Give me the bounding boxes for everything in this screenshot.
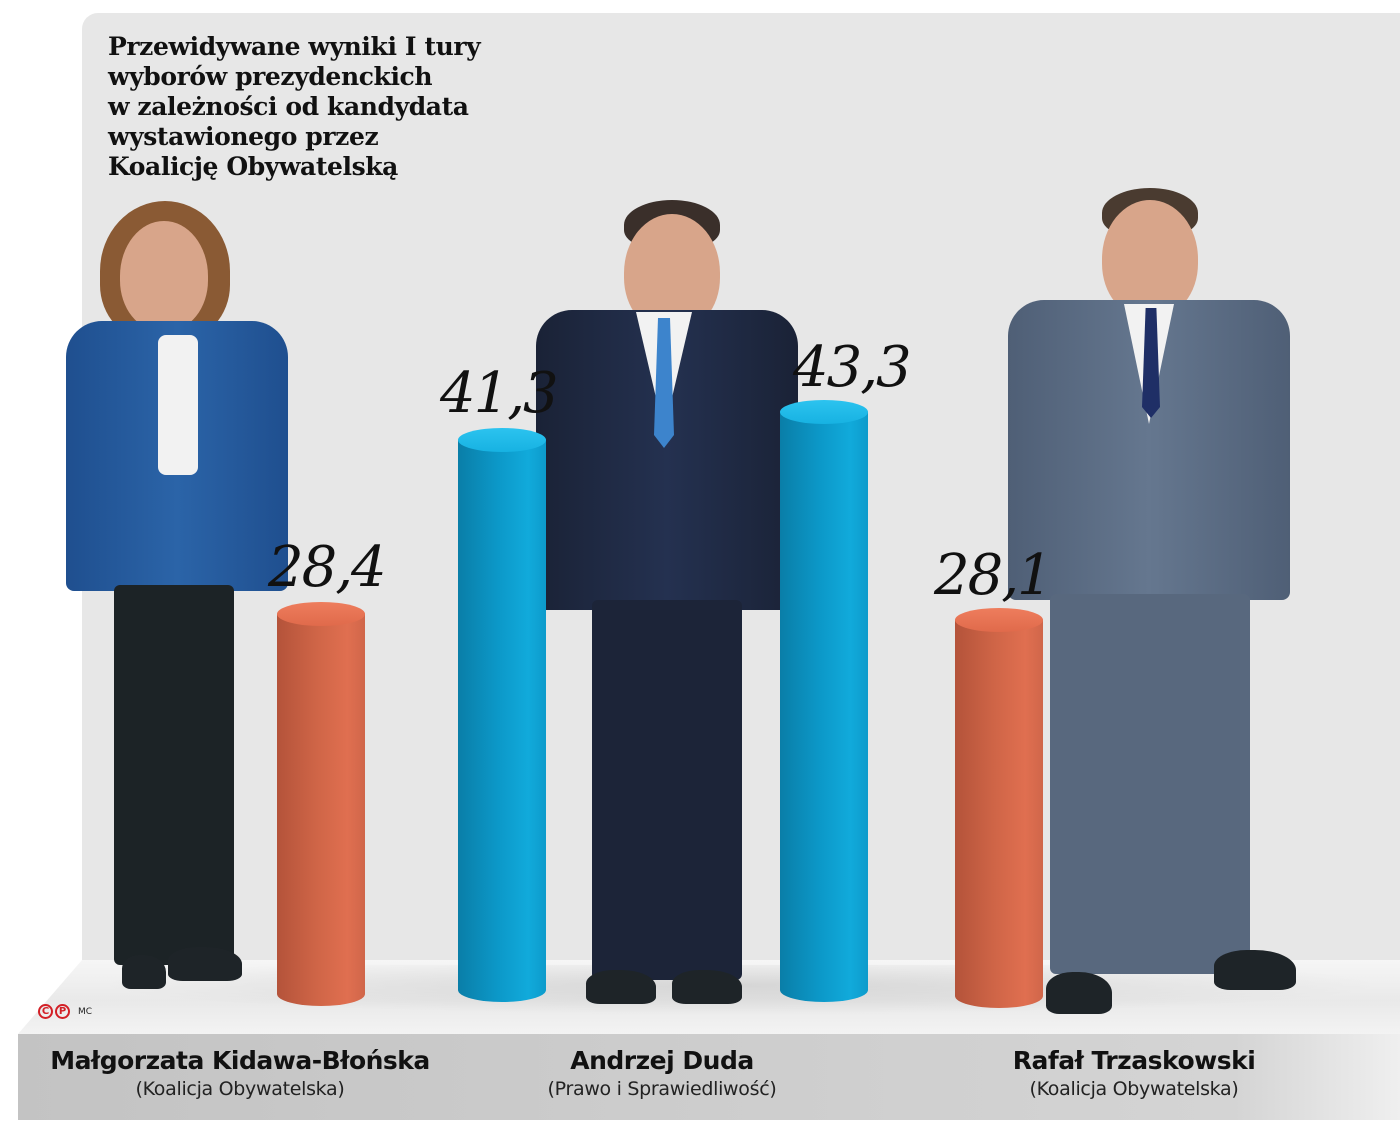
author-initials: MC	[78, 1006, 93, 1017]
title-line: Koalicję Obywatelską	[108, 152, 398, 181]
phonogram-icon: P	[55, 1004, 70, 1019]
photo-andrzej-duda	[536, 200, 798, 1010]
title-line: wystawionego przez	[108, 122, 379, 151]
copyright-icon: C	[38, 1004, 53, 1019]
value-label-duda-vs-kidawa: 41,3	[440, 361, 559, 426]
value-label-kidawa-blonska: 28,4	[268, 535, 387, 600]
value-label-trzaskowski: 28,1	[934, 543, 1053, 608]
candidate-name-kidawa-blonska: Małgorzata Kidawa-Błońska	[50, 1046, 430, 1075]
candidate-party-trzaskowski: (Koalicja Obywatelska)	[1029, 1078, 1239, 1100]
title-line: Przewidywane wyniki I tury	[108, 32, 481, 61]
value-label-duda-vs-trzaskowski: 43,3	[793, 335, 912, 400]
chart-title: Przewidywane wyniki I tury wyborów prezy…	[108, 32, 508, 182]
bar-kidawa-blonska	[277, 602, 365, 1006]
candidate-labels-band	[18, 1034, 1400, 1120]
candidate-party-kidawa-blonska: (Koalicja Obywatelska)	[135, 1078, 345, 1100]
title-line: w zależności od kandydata	[108, 92, 469, 121]
candidate-party-duda: (Prawo i Sprawiedliwość)	[547, 1078, 777, 1100]
copyright-credit: C P MC	[38, 1004, 92, 1019]
candidate-name-trzaskowski: Rafał Trzaskowski	[1012, 1046, 1256, 1075]
bar-duda-vs-trzaskowski	[780, 400, 868, 1002]
candidate-name-duda: Andrzej Duda	[570, 1046, 754, 1075]
bar-duda-vs-kidawa	[458, 428, 546, 1002]
photo-rafal-trzaskowski	[1006, 188, 1296, 1030]
bar-trzaskowski	[955, 608, 1043, 1008]
photo-kidawa-blonska	[62, 195, 292, 1025]
title-line: wyborów prezydenckich	[108, 62, 433, 91]
